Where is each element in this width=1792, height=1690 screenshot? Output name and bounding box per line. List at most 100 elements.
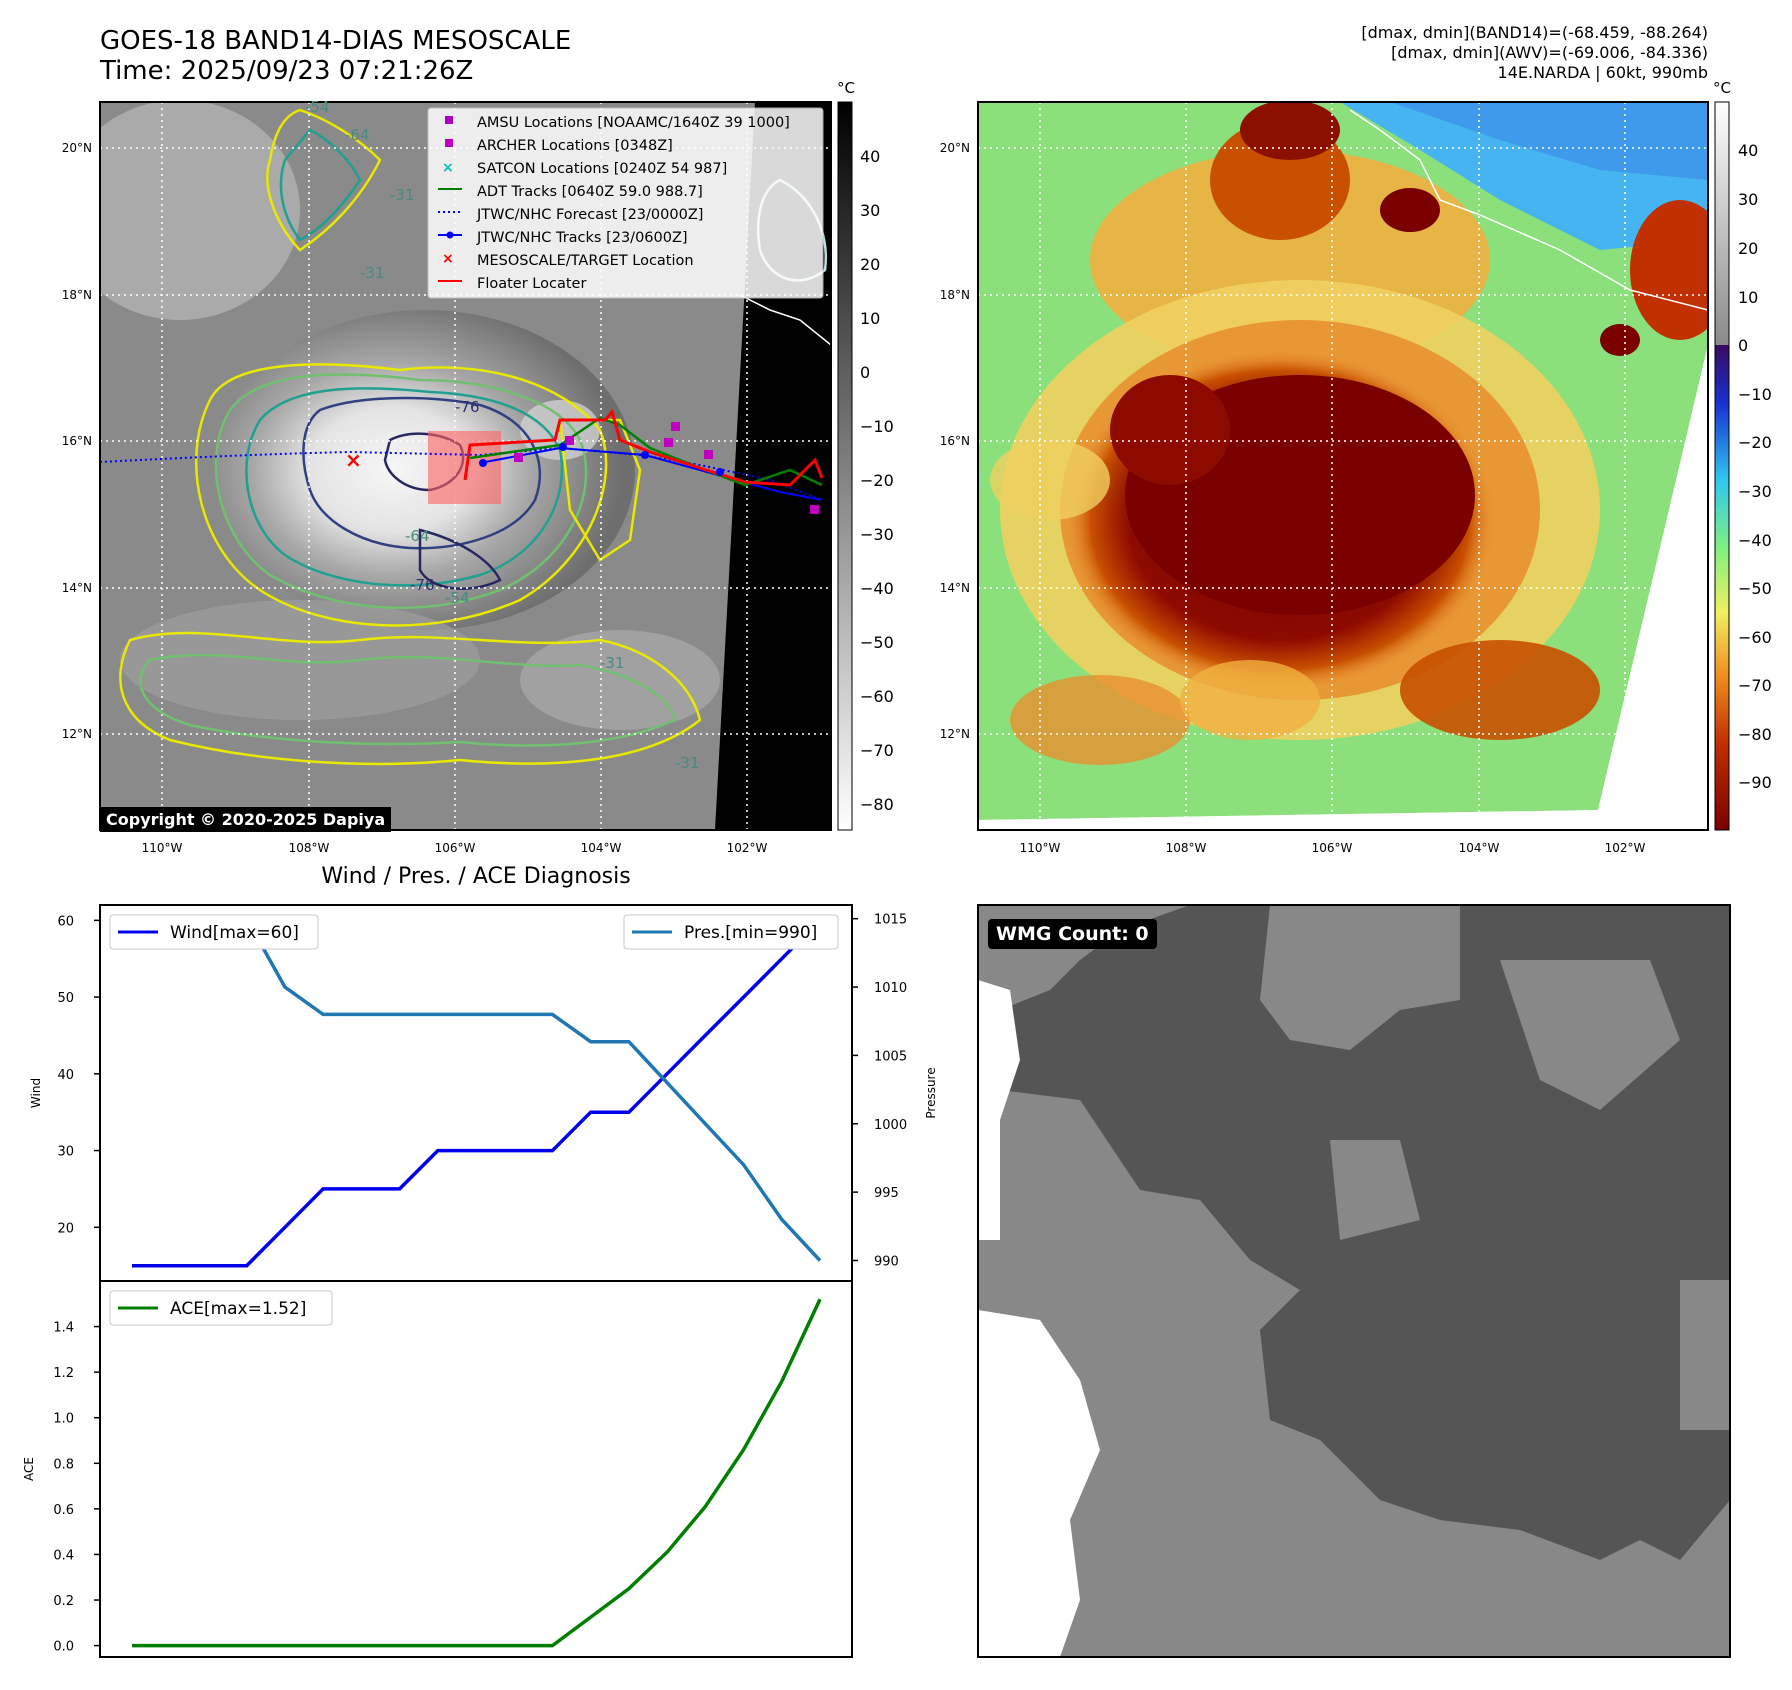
mesoscale-target-box <box>428 431 501 504</box>
wind-legend-box <box>109 914 319 950</box>
svg-text:18°N: 18°N <box>62 288 92 302</box>
archer-legend-marker <box>445 139 453 147</box>
ace-tick-label: 0.8 <box>53 1457 74 1472</box>
contour-label: -54 <box>445 589 470 607</box>
svg-text:0: 0 <box>860 363 870 382</box>
pres-tick-label: 1000 <box>874 1118 907 1133</box>
svg-text:10: 10 <box>860 309 880 328</box>
legend-label: JTWC/NHC Tracks [23/0600Z] <box>476 230 688 246</box>
ir-cloud-mass <box>215 310 635 630</box>
ir-legend: × × AMSU Locations [NOAAMC/1640Z 39 1000… <box>427 107 824 299</box>
svg-text:−10: −10 <box>1738 385 1772 404</box>
wind-tick-label: 60 <box>57 914 74 929</box>
svg-text:10: 10 <box>1738 288 1758 307</box>
contour-label: -64 <box>405 527 430 545</box>
mesoscale-target-marker: × <box>345 448 362 472</box>
contour-label: -64 <box>345 126 370 144</box>
contour-label: -76 <box>455 398 480 416</box>
ir-contour-labels: -54 -64 -31 -31 -76 -64 -76 -54 -31 -31 <box>305 98 700 772</box>
svg-text:°C: °C <box>837 79 855 97</box>
svg-text:12°N: 12°N <box>940 727 970 741</box>
svg-text:−70: −70 <box>1738 676 1772 695</box>
svg-text:20: 20 <box>1738 239 1758 258</box>
satcon-legend-marker: × <box>442 160 454 176</box>
ace-tick-label: 0.4 <box>53 1548 74 1563</box>
svg-text:102°W: 102°W <box>1605 841 1646 855</box>
svg-text:14°N: 14°N <box>62 581 92 595</box>
wind-tick-label: 20 <box>57 1221 74 1236</box>
wind-tick-label: 40 <box>57 1068 74 1083</box>
ir-colorbar: °C 40 30 20 10 0 −10 −20 −30 −40 −50 −60… <box>837 79 894 831</box>
svg-text:12°N: 12°N <box>62 727 92 741</box>
svg-text:−60: −60 <box>860 687 894 706</box>
legend-label: SATCON Locations [0240Z 54 987] <box>477 161 727 177</box>
floater-locater-track <box>463 408 824 487</box>
wind-pres-chart: 20 30 40 50 60 990 995 1000 1005 1010 1015 Wind P… <box>29 904 938 1282</box>
ace-chart: 0.0 0.2 0.4 0.6 0.8 1.0 1.2 1.4 ACE ACE[max=1.5… <box>22 1280 853 1658</box>
svg-text:108°W: 108°W <box>1166 841 1207 855</box>
svg-text:110°W: 110°W <box>1020 841 1061 855</box>
legend-label: ADT Tracks [0640Z 59.0 988.7] <box>477 184 703 200</box>
legend-label: ARCHER Locations [0348Z] <box>477 138 673 154</box>
main-title: GOES-18 BAND14-DIAS MESOSCALE <box>100 26 572 56</box>
svg-text:104°W: 104°W <box>581 841 622 855</box>
pres-tick-label: 990 <box>874 1254 899 1269</box>
svg-text:−50: −50 <box>860 633 894 652</box>
ace-tick-label: 1.4 <box>53 1321 74 1336</box>
wind-tick-label: 50 <box>57 991 74 1006</box>
wmg-count-label: WMG Count: 0 <box>988 919 1157 949</box>
ace-tick-label: 0.0 <box>53 1640 74 1655</box>
svg-text:30: 30 <box>860 201 880 220</box>
target-legend-marker: × <box>442 251 454 267</box>
chart-title: Wind / Pres. / ACE Diagnosis <box>321 864 631 889</box>
svg-text:−60: −60 <box>1738 628 1772 647</box>
pressure-axis-label: Pressure <box>924 1067 938 1118</box>
color-coastline <box>1349 109 1708 311</box>
ir-map: × -54 -64 -31 -31 -76 -64 -76 -54 -31 -3… <box>62 98 832 855</box>
svg-text:40: 40 <box>1738 141 1758 160</box>
wmg-white-left-bottom <box>978 1310 1100 1657</box>
svg-text:16°N: 16°N <box>62 434 92 448</box>
svg-text:−30: −30 <box>860 525 894 544</box>
pres-tick-label: 995 <box>874 1186 899 1201</box>
svg-text:102°W: 102°W <box>727 841 768 855</box>
svg-text:−10: −10 <box>860 417 894 436</box>
svg-text:−30: −30 <box>1738 482 1772 501</box>
svg-text:14°N: 14°N <box>940 581 970 595</box>
wind-tick-label: 30 <box>57 1145 74 1160</box>
contour-label: -76 <box>410 576 435 594</box>
wmg-white-left-top <box>978 980 1020 1240</box>
ace-tick-label: 0.2 <box>53 1594 74 1609</box>
ace-legend-box <box>109 1290 333 1326</box>
ace-legend-label: ACE[max=1.52] <box>170 1299 306 1319</box>
svg-text:30: 30 <box>1738 190 1758 209</box>
contour-label: -54 <box>305 98 330 116</box>
svg-text:20°N: 20°N <box>940 141 970 155</box>
time-label: Time: 2025/09/23 07:21:26Z <box>100 56 474 86</box>
ir-coastline <box>739 294 831 346</box>
dmax-band14-label: [dmax, dmin](BAND14)=(-68.459, -88.264) <box>1361 23 1708 42</box>
dmax-awv-label: [dmax, dmin](AWV)=(-69.006, -84.336) <box>1391 43 1708 62</box>
contour-label: -31 <box>675 754 700 772</box>
color-colorbar: °C 40 30 20 10 0 −10 −20 −30 −40 −50 −60… <box>1713 79 1772 831</box>
contour-label: -31 <box>390 186 415 204</box>
ace-axis-label: ACE <box>22 1457 36 1481</box>
ir-lon-labels: 110°W 108°W 106°W 104°W 102°W <box>142 841 768 855</box>
copyright-label: Copyright © 2020-2025 Dapiya <box>100 807 392 832</box>
svg-text:106°W: 106°W <box>435 841 476 855</box>
svg-text:−40: −40 <box>1738 531 1772 550</box>
ace-series-line <box>132 1298 822 1648</box>
ir-lat-labels: 20°N 18°N 16°N 14°N 12°N <box>62 141 92 741</box>
svg-text:−80: −80 <box>860 795 894 814</box>
svg-text:110°W: 110°W <box>142 841 183 855</box>
svg-text:40: 40 <box>860 147 880 166</box>
pres-tick-label: 1015 <box>874 913 907 928</box>
svg-text:106°W: 106°W <box>1312 841 1353 855</box>
svg-text:−20: −20 <box>1738 433 1772 452</box>
storm-info-label: 14E.NARDA | 60kt, 990mb <box>1497 63 1708 82</box>
svg-text:−90: −90 <box>1738 773 1772 792</box>
pres-tick-label: 1010 <box>874 981 907 996</box>
amsu-legend-marker <box>445 116 453 124</box>
svg-text:−50: −50 <box>1738 579 1772 598</box>
legend-label: MESOSCALE/TARGET Location <box>477 253 694 269</box>
